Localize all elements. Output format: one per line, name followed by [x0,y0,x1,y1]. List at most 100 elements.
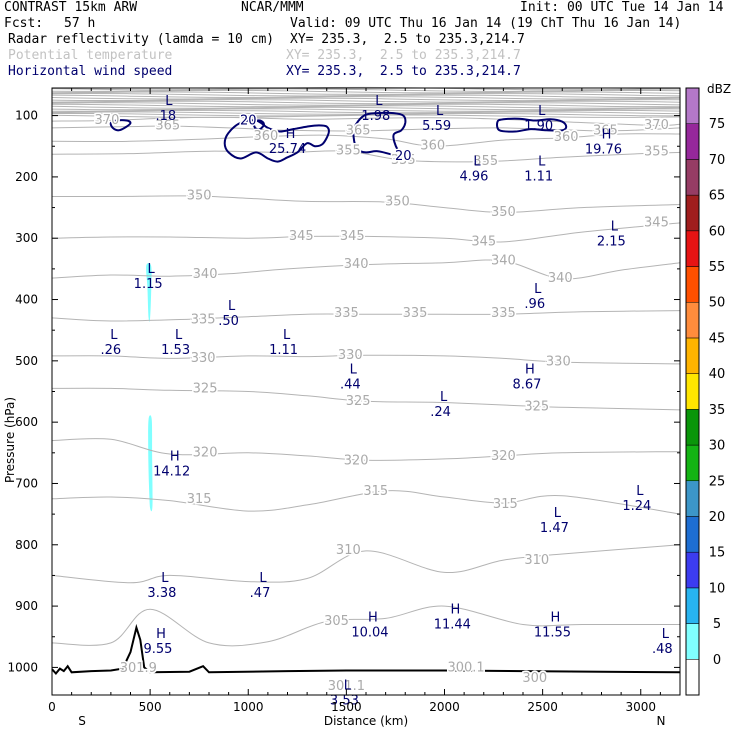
theta-label-28: 330 [338,348,363,363]
theta-label-45: 301.9 [120,661,157,676]
valid-time: Valid: 09 UTC Thu 16 Jan 14 (19 ChT Thu … [290,16,682,31]
colorbar-swatch-13 [685,194,700,232]
wind-extremum-value-12: .26 [101,343,122,358]
colorbar-label-5: 5 [713,617,721,632]
reflectivity-area-1 [148,415,153,512]
x-tick-label-1500: 1500 [331,700,362,714]
wind-extremum-symbol-21: L [161,571,169,586]
wind-contour-2 [496,117,568,133]
colorbar-swatch-6 [685,444,700,482]
wind-extremum-value-18: 14.12 [153,465,190,480]
colorbar-swatch-3 [685,551,700,589]
colorbar-swatch-15 [685,123,700,160]
y-tick-label-600: 600 [15,415,38,429]
y-tick-label-500: 500 [15,354,38,368]
wind-extremum-value-3: 1.90 [524,119,553,134]
wind-extremum-symbol-28: L [344,678,352,693]
colorbar-label-75: 75 [709,117,726,132]
theta-label-31: 325 [346,394,371,409]
theta-label-40: 310 [524,553,549,568]
colorbar-label-45: 45 [709,331,726,346]
theta-label-42: 300.1 [447,661,484,676]
colorbar-label-15: 15 [709,546,726,561]
theta-upper-line-3 [51,91,681,95]
theta-line-370 [51,116,681,126]
xy-theta: XY= 235.3, 2.5 to 235.3,214.7 [286,48,521,63]
theta-line-310 [51,544,681,584]
colorbar-swatch-4 [685,516,700,553]
theta-label-11: 355 [644,144,669,159]
wind-extremum-symbol-14: L [283,328,291,343]
colorbar-label-40: 40 [709,367,726,382]
wind-extremum-symbol-5: H [602,128,612,143]
axes-layer: 0 500 1000 1500 2000 2500 3000 100 200 300 400 500 6… [7,88,680,714]
wind-extremum-symbol-20: L [554,506,562,521]
reflectivity-layer [146,263,153,512]
x-end-label-north: N [657,714,666,728]
theta-upper-line-11 [51,103,681,108]
wind-extremum-value-14: 1.11 [269,343,298,358]
wind-extremum-symbol-9: L [148,262,156,277]
theta-line-350 [51,195,681,214]
theta-label-4: 360 [420,139,445,154]
colorbar-label-30: 30 [709,439,726,454]
wind-extremum-symbol-27: L [662,627,670,642]
theta-label-23: 335 [191,312,216,327]
theta-label-29: 330 [546,355,571,370]
x-end-label-south: S [78,714,86,728]
theta-label-22: 340 [548,271,573,286]
colorbar-label-10: 10 [709,581,726,596]
colorbar-swatch-0 [685,659,700,696]
xy-reflectivity: XY= 235.3, 2.5 to 235.3,214.7 [290,32,525,47]
theta-label-37: 315 [363,484,388,499]
theta-line-315 [51,490,681,515]
wind-extremum-symbol-16: H [525,363,535,378]
wind-extremum-value-10: .96 [524,297,545,312]
theta-label-30: 325 [193,382,218,397]
theta-line-320 [51,438,681,461]
wind-extremum-symbol-19: L [636,484,644,499]
wind-extremum-value-27: .48 [652,642,673,657]
x-axis-label: Distance (km) [324,714,408,728]
theta-label-41: 305 [324,614,349,629]
wind-extremum-value-8: 2.15 [597,235,626,250]
theta-line-335 [51,310,681,322]
theta-label-16: 345 [340,229,365,244]
wind-extremum-value-20: 1.47 [540,521,569,536]
wind-contour-1 [352,111,407,157]
colorbar-label-70: 70 [709,153,726,168]
wind-extremum-symbol-2: L [436,104,444,119]
theta-label-14: 350 [491,205,516,220]
colorbar-swatch-14 [685,159,700,196]
org-label: NCAR/MMM [241,0,304,15]
y-tick-label-1000: 1000 [7,660,38,674]
theta-upper-line-6 [51,96,681,100]
colorbar-label-65: 65 [709,189,726,204]
wind-contour-0 [223,119,330,163]
theta-line-345 [51,222,681,243]
wind-extremum-value-6: 4.96 [459,170,488,185]
model-title: CONTRAST 15km ARW [4,0,138,15]
theta-label-24: 335 [334,306,359,321]
field-reflectivity: Radar reflectivity (lamda = 10 cm) [8,32,275,47]
colorbar-swatch-9 [685,337,700,374]
theta-upper-line-9 [51,100,681,105]
wind-extremum-symbol-17: L [440,390,448,405]
theta-label-44: 301.1 [328,679,365,694]
init-time: Init: 00 UTC Tue 14 Jan 14 [520,0,724,15]
y-tick-label-800: 800 [15,538,38,552]
theta-line-330 [51,354,681,365]
colorbar-label-25: 25 [709,474,726,489]
field-theta: Potential temperature [8,48,173,63]
x-tick-label-1000: 1000 [233,700,264,714]
wind-extremum-symbol-8: L [611,220,619,235]
forecast-label: Fcst: [4,16,44,31]
theta-label-18: 345 [644,215,669,230]
wind-extremum-symbol-13: L [175,328,183,343]
theta-label-1: 365 [155,119,180,134]
theta-upper-line-15 [51,109,681,114]
wind-extremum-value-4: 25.74 [269,142,306,157]
theta-label-7: 370 [644,118,669,133]
wind-extremum-value-26: 9.55 [143,642,172,657]
y-tick-label-200: 200 [15,170,38,184]
